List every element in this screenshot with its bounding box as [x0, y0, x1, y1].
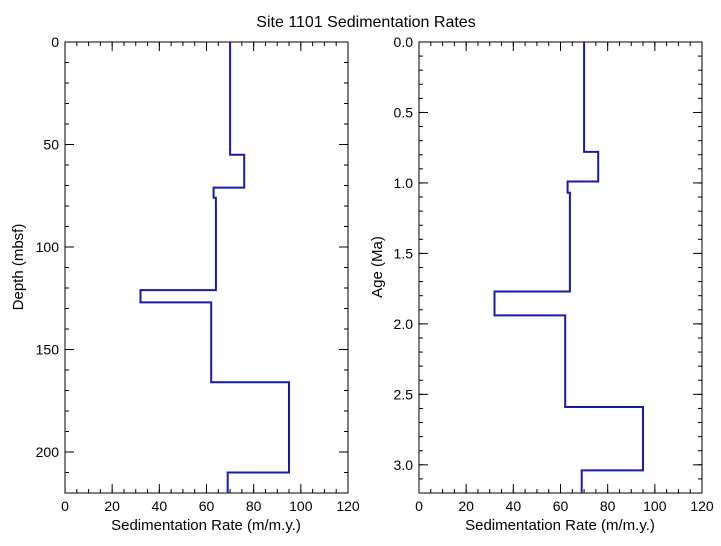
depth-x-tick-label: 80 [246, 498, 262, 514]
age-x-tick-label: 100 [643, 498, 667, 514]
depth-y-tick-label: 0 [51, 34, 59, 50]
depth-y-tick-label: 150 [36, 342, 60, 358]
depth-x-tick-label: 100 [289, 498, 313, 514]
age-y-tick-label: 1.0 [394, 175, 414, 191]
age-plot-frame [418, 41, 703, 494]
depth-y-ticks: 0 50 100 150 200 [36, 34, 348, 460]
age-y-ticks: 0.0 0.5 1.0 1.5 2.0 2.5 3.0 [394, 34, 702, 473]
depth-plot-frame [64, 41, 349, 494]
age-x-tick-label: 40 [506, 498, 522, 514]
age-minor-ticks [418, 41, 703, 494]
age-x-tick-label: 0 [415, 498, 423, 514]
chart-title: Site 1101 Sedimentation Rates [256, 14, 475, 31]
age-y-axis-label: Age (Ma) [369, 236, 386, 298]
depth-y-tick-label: 100 [36, 239, 60, 255]
depth-x-axis-label: Sedimentation Rate (m/m.y.) [111, 517, 301, 534]
depth-x-tick-label: 120 [336, 498, 360, 514]
depth-x-tick-label: 0 [61, 498, 69, 514]
depth-x-ticks: 0 20 40 60 80 100 120 [61, 42, 360, 514]
age-x-tick-label: 60 [553, 498, 569, 514]
depth-minor-ticks [64, 41, 349, 494]
depth-y-tick-label: 50 [43, 137, 59, 153]
depth-x-tick-label: 20 [104, 498, 120, 514]
depth-rate-line [139, 42, 290, 493]
age-y-tick-label: 2.0 [394, 316, 414, 332]
age-rate-line [493, 42, 644, 493]
age-panel: 0 20 40 60 80 100 120 0.0 0.5 1.0 1.5 2.0 2.5 3.0 Se… [369, 34, 714, 534]
age-y-tick-label: 1.5 [394, 245, 414, 261]
age-y-tick-label: 2.5 [394, 386, 414, 402]
depth-panel: 0 20 40 60 80 100 120 0 50 100 150 200 Sedimentati… [10, 34, 360, 534]
age-x-axis-label: Sedimentation Rate (m/m.y.) [465, 517, 655, 534]
age-x-tick-label: 80 [600, 498, 616, 514]
age-y-tick-label: 0.5 [394, 104, 414, 120]
depth-y-axis-label: Depth (mbsf) [10, 224, 27, 311]
depth-y-tick-label: 200 [36, 444, 60, 460]
depth-x-tick-label: 60 [199, 498, 215, 514]
age-y-tick-label: 0.0 [394, 34, 414, 50]
age-x-tick-label: 20 [458, 498, 474, 514]
age-x-ticks: 0 20 40 60 80 100 120 [415, 42, 714, 514]
age-x-tick-label: 120 [690, 498, 714, 514]
depth-x-tick-label: 40 [152, 498, 168, 514]
age-y-tick-label: 3.0 [394, 457, 414, 473]
